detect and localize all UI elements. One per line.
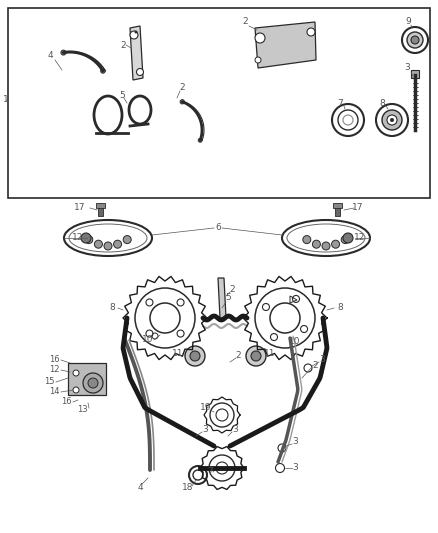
Text: 19: 19 bbox=[200, 403, 212, 413]
Text: 2: 2 bbox=[229, 286, 235, 295]
Circle shape bbox=[387, 115, 397, 125]
Text: 15: 15 bbox=[45, 377, 55, 386]
Circle shape bbox=[341, 236, 349, 244]
Text: 3: 3 bbox=[202, 425, 208, 434]
Text: 4: 4 bbox=[137, 483, 143, 492]
Circle shape bbox=[390, 118, 394, 122]
Text: 6: 6 bbox=[215, 223, 221, 232]
Text: 11: 11 bbox=[264, 350, 276, 359]
Circle shape bbox=[190, 351, 200, 361]
Text: 3: 3 bbox=[292, 438, 298, 447]
Text: 10: 10 bbox=[289, 337, 301, 346]
Text: 14: 14 bbox=[49, 387, 60, 397]
Text: 2: 2 bbox=[235, 351, 241, 360]
Text: 12: 12 bbox=[354, 233, 366, 243]
Circle shape bbox=[255, 33, 265, 43]
Text: 8: 8 bbox=[337, 303, 343, 312]
Circle shape bbox=[123, 236, 131, 244]
Circle shape bbox=[411, 36, 419, 44]
Bar bbox=[411, 70, 419, 78]
Text: 2: 2 bbox=[242, 18, 248, 27]
Text: 5: 5 bbox=[119, 91, 125, 100]
Circle shape bbox=[185, 346, 205, 366]
Circle shape bbox=[134, 30, 138, 34]
Text: 3: 3 bbox=[292, 464, 298, 472]
Circle shape bbox=[101, 69, 105, 73]
Text: 1: 1 bbox=[3, 95, 9, 104]
Text: 3: 3 bbox=[232, 425, 238, 434]
Circle shape bbox=[73, 387, 79, 393]
Circle shape bbox=[61, 50, 66, 55]
Text: 16: 16 bbox=[49, 356, 60, 365]
Text: 7: 7 bbox=[337, 99, 343, 108]
Text: 12: 12 bbox=[72, 233, 84, 243]
Text: 3: 3 bbox=[319, 356, 325, 365]
Text: 2: 2 bbox=[179, 84, 185, 93]
Circle shape bbox=[180, 100, 184, 104]
Circle shape bbox=[382, 110, 402, 130]
Bar bbox=[96, 203, 105, 208]
Text: 17: 17 bbox=[352, 204, 364, 213]
Circle shape bbox=[81, 233, 91, 243]
Circle shape bbox=[130, 31, 138, 39]
Text: 2: 2 bbox=[312, 360, 318, 369]
Circle shape bbox=[113, 240, 122, 248]
Text: 12: 12 bbox=[49, 366, 60, 375]
Bar bbox=[8, 8, 430, 198]
Text: 7: 7 bbox=[207, 467, 213, 477]
Text: 11: 11 bbox=[172, 350, 184, 359]
Circle shape bbox=[137, 69, 144, 76]
Circle shape bbox=[85, 236, 93, 244]
Circle shape bbox=[198, 138, 202, 142]
Circle shape bbox=[73, 370, 79, 376]
Text: 3: 3 bbox=[404, 63, 410, 72]
Bar bbox=[335, 206, 340, 216]
Polygon shape bbox=[255, 22, 316, 68]
Circle shape bbox=[332, 240, 339, 248]
Circle shape bbox=[251, 351, 261, 361]
Circle shape bbox=[246, 346, 266, 366]
Bar bbox=[68, 363, 106, 395]
Bar bbox=[98, 206, 103, 216]
Text: 16: 16 bbox=[61, 398, 72, 407]
Text: 18: 18 bbox=[182, 483, 194, 492]
Text: 8: 8 bbox=[109, 303, 115, 312]
Circle shape bbox=[303, 236, 311, 244]
Circle shape bbox=[255, 57, 261, 63]
Circle shape bbox=[343, 233, 353, 243]
Circle shape bbox=[307, 28, 315, 36]
Text: 8: 8 bbox=[379, 99, 385, 108]
Text: 5: 5 bbox=[225, 294, 231, 303]
Circle shape bbox=[88, 378, 98, 388]
Polygon shape bbox=[130, 26, 143, 80]
Circle shape bbox=[83, 373, 103, 393]
Circle shape bbox=[407, 32, 423, 48]
Text: 10: 10 bbox=[142, 335, 154, 344]
Text: 9: 9 bbox=[405, 18, 411, 27]
Circle shape bbox=[312, 240, 321, 248]
Bar bbox=[333, 203, 342, 208]
Polygon shape bbox=[218, 278, 226, 318]
Circle shape bbox=[95, 240, 102, 248]
Circle shape bbox=[104, 242, 112, 250]
Circle shape bbox=[322, 242, 330, 250]
Text: 2: 2 bbox=[120, 41, 126, 50]
Text: 4: 4 bbox=[47, 51, 53, 60]
Text: 13: 13 bbox=[78, 406, 88, 415]
Text: 17: 17 bbox=[74, 204, 86, 213]
